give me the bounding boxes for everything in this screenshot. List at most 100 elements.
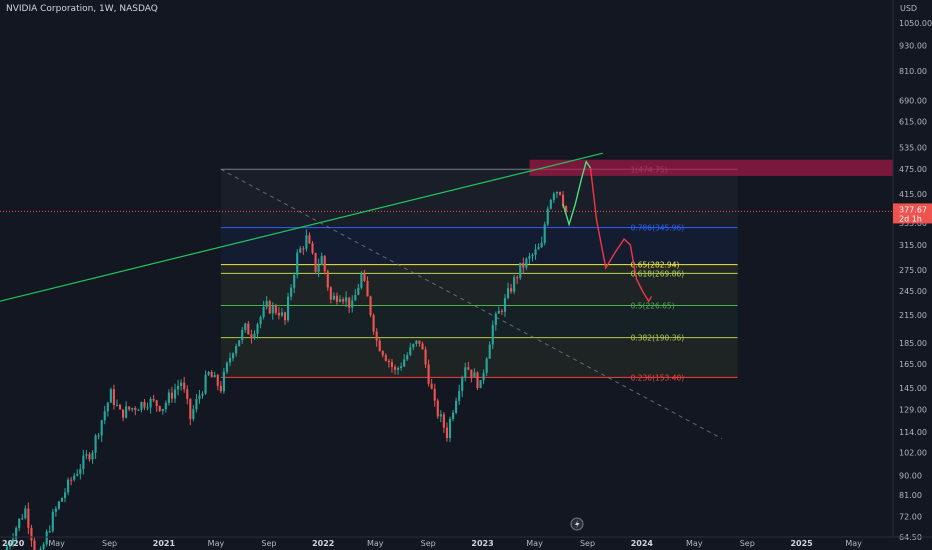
candle-body (122, 409, 125, 418)
candle-body (5, 546, 9, 550)
candle-body (372, 315, 375, 332)
candle-body (482, 372, 485, 381)
candle-body (198, 395, 201, 400)
candle (180, 379, 183, 391)
fib-zone (220, 305, 738, 338)
candle (152, 394, 155, 403)
candle-body (106, 402, 109, 412)
candle (390, 358, 394, 373)
candle (103, 405, 106, 425)
candle (406, 352, 409, 361)
candle-body (326, 271, 329, 288)
candle-body (442, 414, 445, 428)
candle (506, 282, 510, 300)
candle-body (299, 248, 302, 253)
candle (274, 303, 277, 315)
fib-level-label: 0.382(190.36) (631, 334, 685, 343)
candle-body (302, 248, 305, 250)
candle-body (320, 256, 323, 265)
candle-body (335, 295, 339, 302)
candle-body (390, 362, 394, 367)
price-axis-tick: 615.00 (899, 118, 927, 127)
candle-body (8, 543, 12, 547)
candle (57, 500, 60, 511)
candle (186, 385, 189, 405)
candle (250, 329, 253, 344)
candle (201, 391, 204, 399)
candle (82, 449, 85, 475)
candle (296, 249, 299, 279)
candle-body (167, 392, 170, 403)
candle-body (418, 340, 421, 344)
candle-body (494, 313, 497, 325)
price-axis-tick: 930.00 (899, 41, 927, 50)
price-axis-tick: 90.00 (899, 472, 922, 481)
candle (317, 258, 320, 278)
candle (100, 419, 103, 442)
time-axis-tick: Sep (740, 539, 755, 548)
candle-body (271, 306, 274, 314)
candle (537, 243, 540, 250)
candle (451, 409, 455, 422)
candle-body (400, 366, 403, 368)
candle (415, 340, 418, 347)
candle (314, 252, 317, 275)
candle-body (534, 249, 537, 255)
candle (543, 221, 546, 246)
candle-body (436, 400, 439, 417)
time-axis-tick: Sep (261, 539, 276, 548)
candle (494, 311, 497, 331)
candle-body (329, 287, 332, 300)
candle-body (247, 323, 250, 335)
candle-body (204, 374, 207, 394)
candle (366, 276, 369, 297)
candle (122, 409, 125, 422)
candle-body (125, 406, 128, 418)
candle-body (60, 497, 64, 502)
candle (125, 401, 128, 419)
candle (106, 401, 109, 417)
candle (262, 300, 265, 320)
candle (268, 299, 271, 315)
time-axis-tick: May (367, 539, 384, 548)
candle-body (286, 296, 290, 321)
candle-body (143, 402, 146, 408)
candle (73, 472, 76, 482)
candle-body (222, 371, 225, 392)
candle-body (115, 404, 119, 406)
candle-body (112, 389, 115, 405)
candle-body (82, 455, 85, 469)
candle-body (363, 273, 366, 281)
candle-body (296, 252, 299, 275)
price-axis-tick: 415.00 (899, 190, 927, 199)
candle-body (555, 191, 558, 194)
candle-body (513, 277, 516, 292)
price-axis-tick: 245.00 (899, 287, 927, 296)
candle-body (491, 324, 494, 345)
candle (94, 433, 97, 459)
candle (128, 406, 131, 412)
candle-body (51, 511, 54, 532)
candle (338, 295, 342, 303)
target-zone (529, 159, 893, 176)
fib-level-label: 0.786(345.96) (631, 224, 685, 233)
candle-body (100, 420, 103, 436)
candle (467, 362, 470, 371)
candle (345, 291, 348, 308)
candle-body (308, 235, 311, 244)
candle (525, 257, 528, 270)
candle (311, 241, 314, 255)
candle (363, 269, 366, 282)
chart-title: NVIDIA Corporation, 1W, NASDAQ (6, 4, 158, 14)
candle (360, 271, 363, 290)
candle-body (485, 358, 488, 373)
candle (323, 255, 326, 275)
candle (54, 506, 57, 517)
candle (455, 397, 458, 415)
candle (510, 283, 513, 294)
candle-body (537, 247, 540, 250)
candle (445, 422, 449, 442)
candle-body (85, 454, 88, 456)
candle (210, 370, 213, 378)
